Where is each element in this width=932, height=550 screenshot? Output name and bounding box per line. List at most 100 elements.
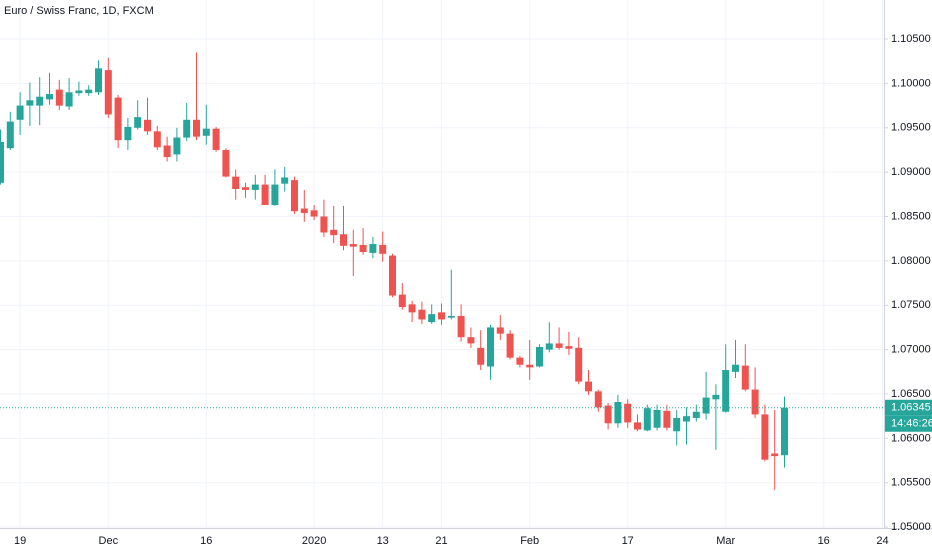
candle-body [271, 184, 279, 205]
candle-body [163, 145, 171, 158]
candle-body [36, 96, 44, 106]
x-tick-label: 17 [622, 535, 634, 547]
x-tick-label: 16 [818, 535, 830, 547]
candle-body [428, 314, 436, 323]
x-tick-label: Mar [716, 535, 735, 547]
candle-body [545, 343, 553, 350]
candle-body [281, 177, 289, 184]
candle-body [604, 405, 612, 424]
candle-body [85, 89, 93, 94]
candle-body [761, 414, 769, 460]
candle-body [643, 408, 651, 431]
countdown-box [885, 415, 932, 432]
candle-body [565, 346, 573, 349]
y-tick-label: 1.08000 [891, 255, 931, 267]
candle-body [251, 184, 259, 190]
last-price-label: 1.06345 [891, 402, 931, 414]
candle-body [692, 411, 700, 418]
candle-body [173, 137, 181, 155]
x-tick-label: 2020 [302, 535, 326, 547]
plot-area [0, 52, 884, 490]
x-tick-label: 21 [435, 535, 447, 547]
candle-body [291, 180, 298, 212]
candle-body [408, 304, 416, 313]
y-tick-label: 1.08500 [891, 210, 931, 222]
candle-body [16, 105, 24, 120]
candle-body [389, 255, 396, 296]
y-tick-label: 1.05500 [891, 477, 931, 489]
chart-title: Euro / Swiss Franc, 1D, FXCM [4, 5, 154, 17]
last-price-box [885, 399, 932, 416]
candle-body [653, 409, 661, 428]
candle-body [663, 410, 671, 428]
candle-body [6, 121, 14, 149]
candle-body [104, 70, 112, 115]
candle-body [349, 244, 357, 247]
candle-body [398, 294, 406, 308]
candle-body [536, 346, 543, 367]
candle-body [438, 312, 445, 320]
candle-body [526, 364, 534, 368]
candle-body [359, 244, 367, 253]
axes: 1.05000 1.05500 1.06000 1.06500 1.07000 1.075… [14, 33, 932, 547]
candle-body [144, 119, 151, 132]
x-tick-label: Feb [520, 535, 539, 547]
y-tick-label: 1.10000 [891, 77, 931, 89]
candle-body [75, 90, 83, 94]
candle-body [330, 229, 338, 236]
candle-body [379, 244, 387, 254]
candle-body [153, 131, 161, 148]
y-tick-label: 1.09000 [891, 166, 931, 178]
candle-body [506, 333, 514, 358]
x-tick-label: 19 [14, 535, 26, 547]
candle-body [202, 128, 210, 136]
x-tick-label: 13 [377, 535, 389, 547]
candle-body [487, 327, 494, 367]
candle-body [212, 128, 220, 150]
x-tick-label: 16 [200, 535, 212, 547]
candle-body [722, 370, 730, 412]
y-tick-label: 1.09500 [891, 122, 931, 134]
candle-body [242, 187, 249, 190]
candle-body [95, 68, 102, 93]
candle-body [555, 343, 563, 348]
candle-body [732, 364, 739, 372]
candle-body [516, 357, 524, 365]
candle-body [575, 347, 583, 382]
candle-body [183, 119, 191, 138]
y-tick-label: 1.06000 [891, 432, 931, 444]
candle-body [55, 89, 63, 106]
candle-body [741, 365, 749, 390]
y-tick-label: 1.06500 [891, 388, 931, 400]
candle-body [320, 216, 328, 233]
candle-body [673, 417, 681, 432]
candle-body [496, 327, 504, 334]
candle-body [124, 126, 132, 141]
y-tick-label: 1.07000 [891, 344, 931, 356]
candle-body [614, 401, 622, 424]
candle-body [594, 391, 602, 408]
candle-body [447, 315, 455, 318]
candle-body [65, 92, 73, 107]
candle-body [0, 141, 4, 183]
candle-body [683, 416, 690, 422]
candle-body [781, 407, 788, 456]
candle-body [46, 94, 53, 100]
candle-body [340, 234, 347, 246]
y-tick-label: 1.07500 [891, 299, 931, 311]
candle-body [457, 315, 465, 338]
candle-body [751, 389, 759, 415]
candle-body [222, 149, 230, 177]
candle-body [310, 210, 318, 217]
candle-body [134, 117, 142, 128]
candle-body [114, 97, 122, 141]
candle-body [26, 100, 34, 106]
y-tick-label: 1.05000 [891, 521, 931, 533]
x-tick-label: 24 [876, 535, 888, 547]
candle-body [634, 422, 641, 430]
candle-body [418, 309, 426, 320]
candle-body [369, 244, 377, 253]
candle-body [585, 381, 592, 392]
